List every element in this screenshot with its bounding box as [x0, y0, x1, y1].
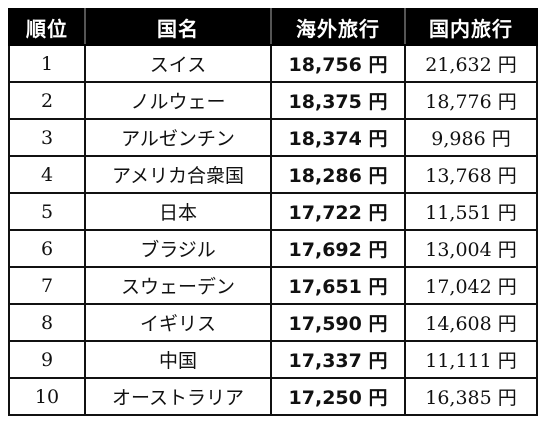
- table-row: 9 中国 17,337 円 11,111 円: [8, 340, 538, 379]
- table-row: 7 スウェーデン 17,651 円 17,042 円: [8, 266, 538, 305]
- domestic-cell: 11,111 円: [404, 340, 538, 379]
- header-domestic: 国内旅行: [404, 8, 538, 46]
- table-row: 2 ノルウェー 18,375 円 18,776 円: [8, 81, 538, 120]
- table-row: 3 アルゼンチン 18,374 円 9,986 円: [8, 118, 538, 157]
- overseas-cell: 17,250 円: [270, 377, 406, 416]
- rank-cell: 5: [8, 192, 86, 231]
- country-cell: アメリカ合衆国: [84, 155, 272, 194]
- overseas-cell: 17,590 円: [270, 303, 406, 342]
- table-row: 8 イギリス 17,590 円 14,608 円: [8, 303, 538, 342]
- domestic-cell: 18,776 円: [404, 81, 538, 120]
- rank-cell: 3: [8, 118, 86, 157]
- domestic-cell: 14,608 円: [404, 303, 538, 342]
- country-cell: 日本: [84, 192, 272, 231]
- country-cell: 中国: [84, 340, 272, 379]
- overseas-cell: 18,374 円: [270, 118, 406, 157]
- domestic-cell: 21,632 円: [404, 44, 538, 83]
- overseas-cell: 17,692 円: [270, 229, 406, 268]
- ranking-table: 順位 国名 海外旅行 国内旅行 1 スイス 18,756 円 21,632 円 …: [8, 8, 538, 416]
- rank-cell: 9: [8, 340, 86, 379]
- country-cell: イギリス: [84, 303, 272, 342]
- overseas-cell: 17,722 円: [270, 192, 406, 231]
- country-cell: オーストラリア: [84, 377, 272, 416]
- domestic-cell: 17,042 円: [404, 266, 538, 305]
- table-row: 10 オーストラリア 17,250 円 16,385 円: [8, 377, 538, 416]
- domestic-cell: 11,551 円: [404, 192, 538, 231]
- ranking-table-container: 順位 国名 海外旅行 国内旅行 1 スイス 18,756 円 21,632 円 …: [8, 8, 538, 416]
- table-body: 1 スイス 18,756 円 21,632 円 2 ノルウェー 18,375 円…: [8, 44, 538, 416]
- domestic-cell: 13,004 円: [404, 229, 538, 268]
- overseas-cell: 17,337 円: [270, 340, 406, 379]
- overseas-cell: 17,651 円: [270, 266, 406, 305]
- domestic-cell: 16,385 円: [404, 377, 538, 416]
- rank-cell: 6: [8, 229, 86, 268]
- table-row: 1 スイス 18,756 円 21,632 円: [8, 44, 538, 83]
- country-cell: スウェーデン: [84, 266, 272, 305]
- rank-cell: 8: [8, 303, 86, 342]
- rank-cell: 10: [8, 377, 86, 416]
- overseas-cell: 18,756 円: [270, 44, 406, 83]
- header-overseas: 海外旅行: [270, 8, 406, 46]
- table-header: 順位 国名 海外旅行 国内旅行: [8, 8, 538, 46]
- table-row: 6 ブラジル 17,692 円 13,004 円: [8, 229, 538, 268]
- domestic-cell: 9,986 円: [404, 118, 538, 157]
- rank-cell: 2: [8, 81, 86, 120]
- domestic-cell: 13,768 円: [404, 155, 538, 194]
- country-cell: アルゼンチン: [84, 118, 272, 157]
- country-cell: ブラジル: [84, 229, 272, 268]
- rank-cell: 4: [8, 155, 86, 194]
- header-rank: 順位: [8, 8, 86, 46]
- header-country: 国名: [84, 8, 272, 46]
- rank-cell: 7: [8, 266, 86, 305]
- rank-cell: 1: [8, 44, 86, 83]
- country-cell: ノルウェー: [84, 81, 272, 120]
- table-row: 5 日本 17,722 円 11,551 円: [8, 192, 538, 231]
- country-cell: スイス: [84, 44, 272, 83]
- table-row: 4 アメリカ合衆国 18,286 円 13,768 円: [8, 155, 538, 194]
- header-row: 順位 国名 海外旅行 国内旅行: [8, 8, 538, 46]
- overseas-cell: 18,286 円: [270, 155, 406, 194]
- overseas-cell: 18,375 円: [270, 81, 406, 120]
